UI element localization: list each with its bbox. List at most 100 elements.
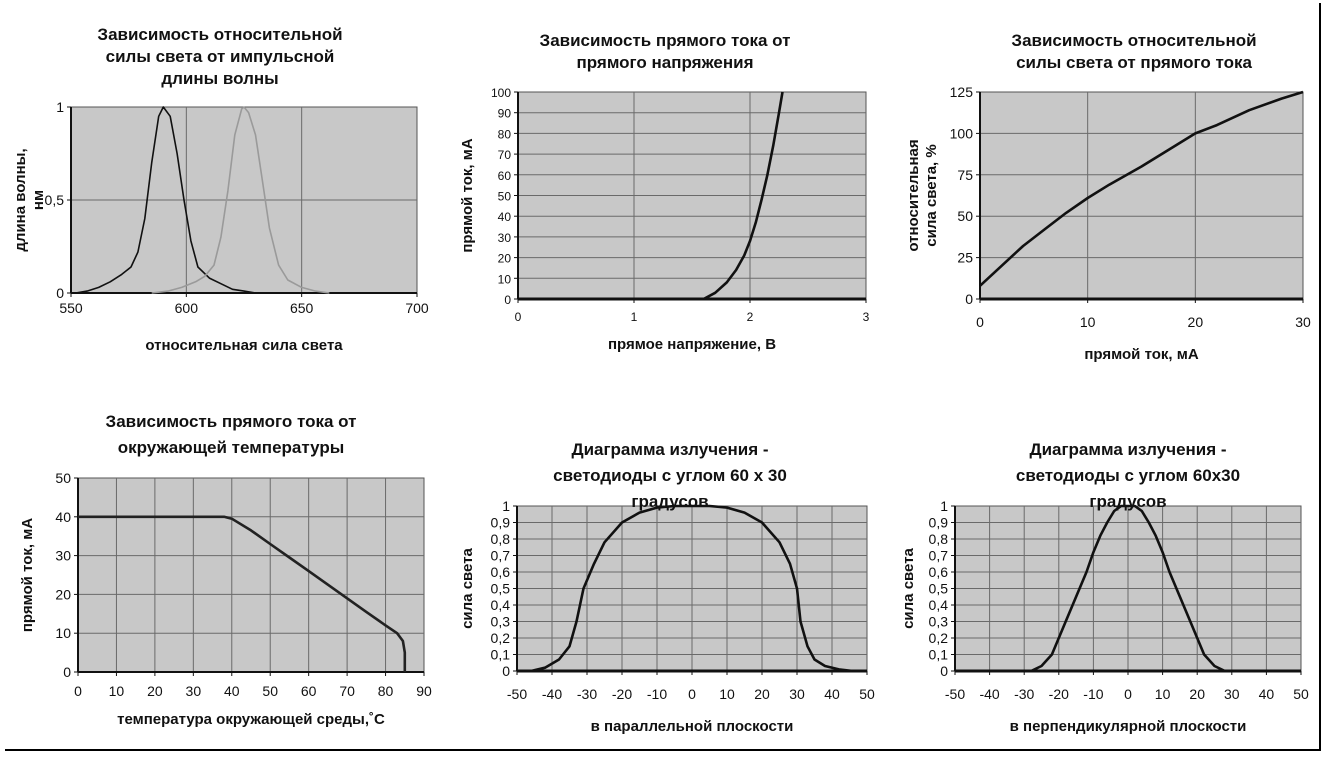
series-line-1	[78, 515, 407, 672]
x-tick-label: -10	[647, 686, 667, 702]
x-tick-label: 10	[719, 686, 735, 702]
x-tick-label: 10	[109, 683, 125, 699]
x-tick-label: 20	[147, 683, 163, 699]
x-tick-label: 650	[290, 300, 314, 316]
y-tick-label: 0,4	[929, 597, 949, 613]
y-tick-label: 40	[55, 509, 71, 525]
x-axis-label: температура окружающей среды,˚С	[117, 711, 385, 728]
y-tick-label: 0,3	[929, 614, 949, 630]
y-tick-label: 10	[498, 272, 512, 286]
y-tick-label: 0,6	[929, 564, 949, 580]
y-tick-label: 1	[940, 498, 948, 514]
y-tick-label: 0	[502, 663, 510, 679]
x-tick-label: -50	[507, 686, 527, 702]
x-tick-label: 30	[186, 683, 202, 699]
y-axis-label: длина волны,	[12, 148, 29, 251]
y-tick-label: 0,9	[929, 515, 949, 531]
y-tick-label: 0,1	[929, 647, 949, 663]
y-tick-label: 10	[55, 625, 71, 641]
y-tick-label: 0	[63, 664, 71, 680]
x-tick-label: 40	[824, 686, 840, 702]
x-tick-label: 40	[224, 683, 240, 699]
series-line-1	[1030, 504, 1226, 673]
chart-title-line: светодиоды с углом 60х30	[1016, 466, 1240, 485]
y-tick-label: 0,5	[929, 581, 949, 597]
series-line-1	[530, 504, 854, 673]
x-tick-label: 0	[976, 314, 984, 330]
x-axis-label: в параллельной плоскости	[591, 718, 794, 735]
chart-title-line: Диаграмма излучения -	[571, 440, 768, 459]
y-axis-label: относительная	[905, 139, 922, 251]
y-tick-label: 0,5	[491, 581, 511, 597]
chart-6: -50 -40 -30 -20 -10 0 10 20 30 40 5000,10,20,30,40…	[900, 440, 1309, 735]
y-tick-label: 125	[950, 84, 974, 100]
figure-frame	[5, 3, 1321, 751]
chart-5: -50 -40 -30 -20 -10 0 10 20 30 40 5000,10,20,30,40…	[459, 440, 875, 735]
x-tick-label: 20	[754, 686, 770, 702]
x-tick-label: 0	[515, 310, 522, 324]
y-tick-label: 50	[55, 470, 71, 486]
y-tick-label: 60	[498, 169, 512, 183]
y-axis-label: прямой ток, мА	[19, 518, 36, 632]
x-tick-label: 30	[789, 686, 805, 702]
chart-title-line: длины волны	[161, 69, 278, 88]
plot-area	[77, 477, 425, 673]
chart-title-line: градусов	[1089, 492, 1166, 511]
y-tick-label: 0,7	[929, 548, 949, 564]
y-tick-label: 40	[498, 210, 512, 224]
series-line-2	[151, 106, 330, 294]
y-tick-label: 0,2	[929, 630, 949, 646]
y-tick-label: 80	[498, 127, 512, 141]
y-tick-label: 0,9	[491, 515, 511, 531]
series-line-1	[75, 106, 256, 294]
x-tick-label: 50	[1293, 686, 1309, 702]
x-tick-label: 60	[301, 683, 317, 699]
chart-title-line: Зависимость относительной	[97, 25, 342, 44]
x-tick-label: 20	[1188, 314, 1204, 330]
x-tick-label: 90	[416, 683, 432, 699]
y-tick-label: 50	[498, 190, 512, 204]
y-tick-label: 0,8	[929, 531, 949, 547]
chart-title-line: силы света от прямого тока	[1016, 53, 1252, 72]
chart-title-line: окружающей температуры	[118, 438, 345, 457]
y-axis-label: нм	[30, 190, 47, 210]
y-tick-label: 70	[498, 148, 512, 162]
x-tick-label: 20	[1189, 686, 1205, 702]
x-tick-label: 40	[1259, 686, 1275, 702]
chart-title-line: Диаграмма излучения -	[1029, 440, 1226, 459]
x-tick-label: 50	[262, 683, 278, 699]
chart-title-line: прямого напряжения	[576, 53, 753, 72]
x-tick-label: 80	[378, 683, 394, 699]
chart-1: 550 600 650 700 0 0,5 1 Зависимость относительн…	[12, 25, 429, 354]
x-tick-label: 10	[1155, 686, 1171, 702]
series-line-1	[702, 91, 784, 301]
x-tick-label: 30	[1224, 686, 1240, 702]
x-tick-label: -20	[612, 686, 632, 702]
x-tick-label: 0	[74, 683, 82, 699]
x-tick-label: -10	[1083, 686, 1103, 702]
y-tick-label: 0	[965, 291, 973, 307]
x-axis-label: прямой ток, мА	[1084, 346, 1198, 363]
y-tick-label: 0	[504, 293, 511, 307]
y-axis-label: сила света, %	[923, 144, 940, 246]
chart-4: 0 10 20 30 40 50 60 70 80 90 0 10 20 30 40 50 Зависимост…	[19, 412, 432, 728]
series-line-1	[979, 90, 1304, 287]
x-tick-label: 10	[1080, 314, 1096, 330]
x-tick-label: -20	[1049, 686, 1069, 702]
y-tick-label: 0	[56, 285, 64, 301]
y-tick-label: 0,3	[491, 614, 511, 630]
y-tick-label: 100	[950, 125, 974, 141]
x-tick-label: 550	[59, 300, 83, 316]
x-tick-label: 1	[631, 310, 638, 324]
y-tick-label: 30	[498, 231, 512, 245]
y-tick-label: 1	[56, 99, 64, 115]
y-axis-label: сила света	[459, 547, 476, 628]
y-tick-label: 25	[957, 250, 973, 266]
x-tick-label: 600	[175, 300, 199, 316]
x-axis-label: в перпендикулярной плоскости	[1010, 718, 1247, 735]
chart-title-line: Зависимость прямого тока от	[540, 31, 791, 50]
y-axis-label: сила света	[900, 547, 917, 628]
x-tick-label: 30	[1295, 314, 1311, 330]
